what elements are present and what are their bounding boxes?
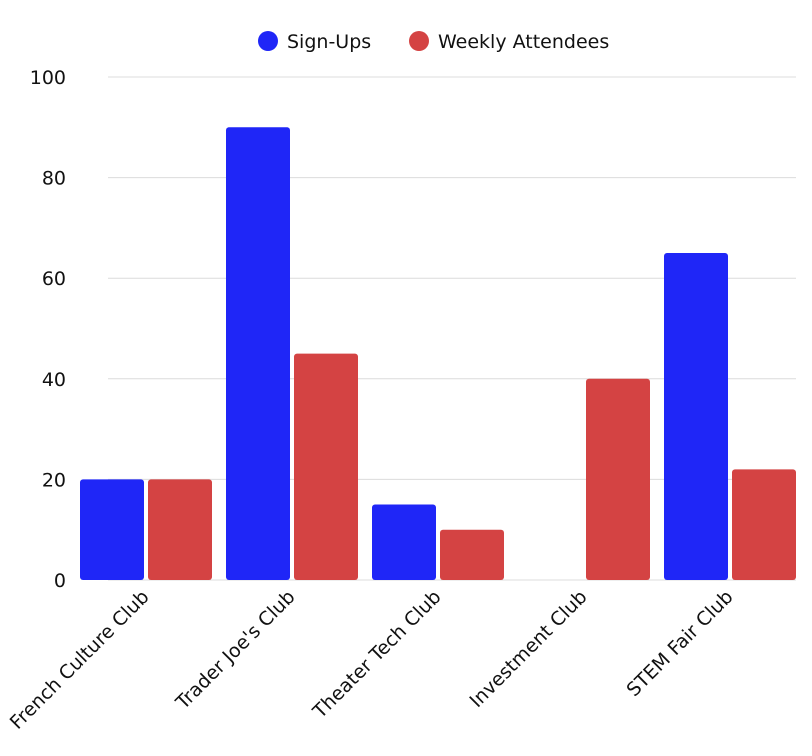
y-tick-label: 100	[30, 67, 66, 89]
y-tick-label: 40	[42, 369, 66, 391]
x-tick-label: Investment Club	[465, 586, 591, 712]
x-axis-ticks: French Culture Club Trader Joe's Club Thea…	[6, 586, 738, 734]
legend-label: Sign-Ups	[287, 31, 371, 53]
legend-marker-1	[409, 31, 429, 51]
bar-weekly-attendees-1	[294, 353, 358, 580]
bar-weekly-attendees-2	[440, 529, 504, 580]
y-axis-ticks: 0 20 40 60 80 100	[30, 67, 66, 592]
legend: Sign-Ups Weekly Attendees	[258, 31, 609, 53]
x-tick-label: Theater Tech Club	[308, 586, 445, 723]
x-tick-label: French Culture Club	[6, 586, 154, 734]
bars	[80, 127, 796, 581]
bar-sign-ups-2	[372, 504, 436, 580]
x-tick-label: STEM Fair Club	[622, 586, 737, 701]
bar-weekly-attendees-0	[148, 479, 212, 580]
bar-weekly-attendees-3	[586, 378, 650, 580]
bar-sign-ups-4	[664, 253, 728, 581]
legend-marker-0	[258, 31, 278, 51]
bar-sign-ups-0	[80, 479, 144, 580]
y-tick-label: 20	[42, 469, 66, 491]
y-tick-label: 0	[54, 570, 66, 592]
bar-weekly-attendees-4	[732, 469, 796, 580]
y-tick-label: 80	[42, 168, 66, 190]
legend-label: Weekly Attendees	[438, 31, 609, 53]
bar-sign-ups-1	[226, 127, 290, 581]
y-tick-label: 60	[42, 268, 66, 290]
x-tick-label: Trader Joe's Club	[171, 586, 299, 714]
